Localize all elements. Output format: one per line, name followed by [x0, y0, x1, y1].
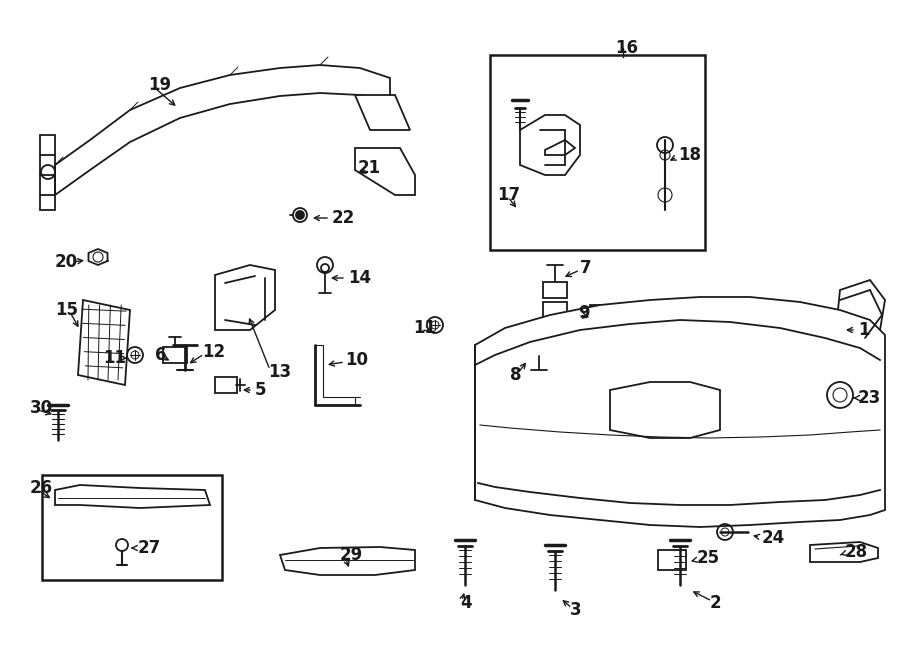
Text: 9: 9: [578, 304, 590, 322]
Text: 11: 11: [103, 349, 126, 367]
Text: 1: 1: [858, 321, 869, 339]
Bar: [590, 305, 612, 323]
Text: 15: 15: [55, 301, 78, 319]
Text: 4: 4: [460, 594, 472, 612]
Bar: [543, 302, 567, 318]
Text: 17: 17: [497, 186, 520, 204]
Polygon shape: [55, 485, 210, 508]
Text: 23: 23: [858, 389, 881, 407]
Text: 18: 18: [678, 146, 701, 164]
Polygon shape: [810, 542, 878, 562]
Text: 11: 11: [413, 319, 436, 337]
Polygon shape: [835, 280, 885, 345]
Circle shape: [296, 211, 304, 219]
Text: 14: 14: [348, 269, 371, 287]
Text: 30: 30: [30, 399, 53, 417]
Polygon shape: [40, 135, 55, 210]
Text: 19: 19: [148, 76, 171, 94]
Text: 22: 22: [332, 209, 356, 227]
Text: 29: 29: [340, 546, 364, 564]
Text: 10: 10: [345, 351, 368, 369]
Text: 26: 26: [30, 479, 53, 497]
Polygon shape: [215, 265, 275, 330]
Text: 6: 6: [155, 346, 166, 364]
Text: 16: 16: [615, 39, 638, 57]
Text: 21: 21: [358, 159, 381, 177]
Text: 5: 5: [255, 381, 266, 399]
Bar: [490, 55, 705, 250]
Text: 27: 27: [138, 539, 161, 557]
Text: 2: 2: [710, 594, 722, 612]
Text: 8: 8: [510, 366, 521, 384]
Polygon shape: [355, 95, 410, 130]
Polygon shape: [55, 65, 390, 195]
Polygon shape: [78, 300, 130, 385]
Polygon shape: [545, 140, 575, 155]
Text: 3: 3: [570, 601, 581, 619]
Bar: [543, 282, 567, 298]
Text: 28: 28: [845, 543, 868, 561]
Polygon shape: [520, 115, 580, 175]
Text: 12: 12: [202, 343, 225, 361]
Text: 25: 25: [697, 549, 720, 567]
Bar: [163, 347, 187, 363]
Polygon shape: [475, 297, 885, 527]
Polygon shape: [355, 148, 415, 195]
Bar: [42, 475, 222, 580]
Text: 24: 24: [762, 529, 785, 547]
Text: 13: 13: [268, 363, 291, 381]
Text: 7: 7: [580, 259, 591, 277]
Polygon shape: [610, 382, 720, 438]
Bar: [658, 550, 686, 570]
Text: 20: 20: [55, 253, 78, 271]
Bar: [528, 340, 550, 356]
Bar: [215, 377, 237, 393]
Polygon shape: [280, 547, 415, 575]
